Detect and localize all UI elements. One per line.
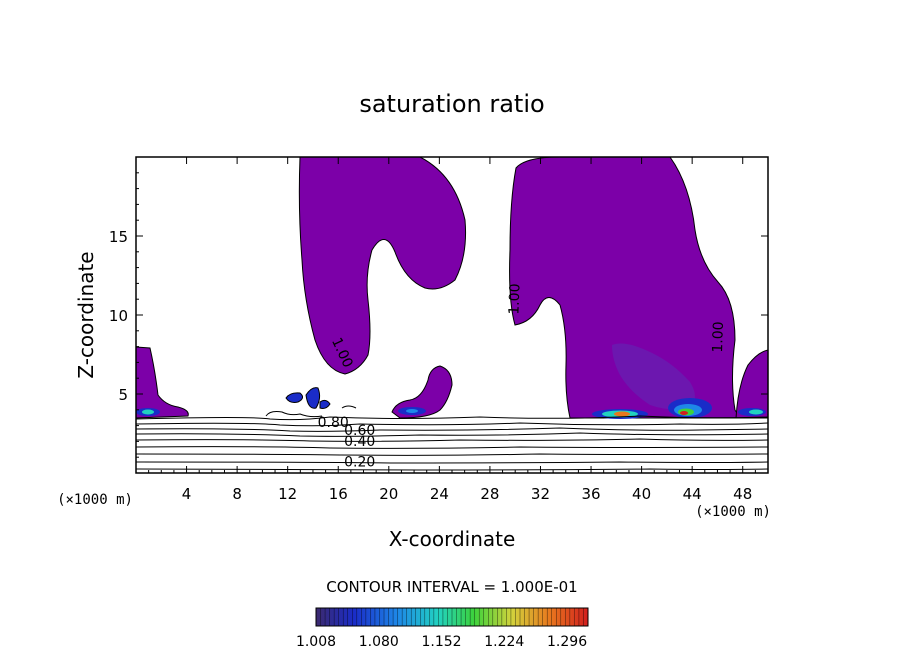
contour-label: 1.00	[506, 283, 523, 315]
contour-label: 0.60	[344, 423, 375, 439]
colorbar-tick-label: 1.224	[484, 634, 524, 650]
y-tick-label: 15	[109, 228, 128, 246]
colorbar-labels: 1.008 1.080 1.152 1.224 1.296	[296, 634, 587, 650]
plot-area	[136, 157, 768, 471]
x-tick-label: 48	[733, 485, 752, 503]
colorbar-tick-label: 1.080	[359, 634, 399, 650]
contour-interval-label: CONTOUR INTERVAL = 1.000E-01	[326, 578, 577, 596]
colorbar-tick-label: 1.296	[547, 634, 587, 650]
x-tick-label: 20	[379, 485, 398, 503]
x-tick-label: 24	[430, 485, 449, 503]
contour-label: 0.80	[318, 415, 349, 431]
contour-lines	[136, 405, 768, 471]
y-axis-label: Z-coordinate	[74, 251, 98, 378]
contour-label: 0.20	[344, 455, 375, 471]
contour-label: 0.40	[344, 434, 375, 450]
saturated-region-edge	[735, 349, 768, 419]
colorbar: 1.008 1.080 1.152 1.224 1.296	[296, 607, 589, 650]
saturated-region-right	[509, 157, 741, 419]
x-tick-label: 40	[632, 485, 651, 503]
x-tick-label: 28	[480, 485, 499, 503]
x-unit-left: (×1000 m)	[57, 492, 133, 508]
x-tick-label: 44	[683, 485, 702, 503]
x-axis-label: X-coordinate	[389, 527, 516, 551]
x-tick-label: 32	[531, 485, 550, 503]
colorbar-tick-label: 1.152	[421, 634, 461, 650]
x-tick-label: 36	[581, 485, 600, 503]
saturated-region-small	[391, 365, 453, 419]
colorbar-divisions	[320, 608, 584, 626]
x-tick-label: 12	[278, 485, 297, 503]
x-axis: 4 8 12 16 20 24 28 32 36 40 44 48	[148, 157, 756, 503]
x-tick-label: 16	[329, 485, 348, 503]
saturated-region-center	[298, 157, 466, 375]
chart-title: saturation ratio	[359, 90, 544, 118]
saturated-core	[612, 343, 695, 410]
x-tick-label: 4	[182, 485, 192, 503]
saturated-region-left	[136, 346, 189, 419]
x-unit-right: (×1000 m)	[695, 504, 771, 520]
colorbar-tick-label: 1.008	[296, 634, 336, 650]
contour-label: 1.00	[710, 321, 727, 353]
x-tick-label: 8	[232, 485, 242, 503]
y-tick-label: 5	[118, 386, 128, 404]
y-tick-label: 10	[109, 307, 128, 325]
y-axis: 5 10 15	[109, 172, 768, 458]
